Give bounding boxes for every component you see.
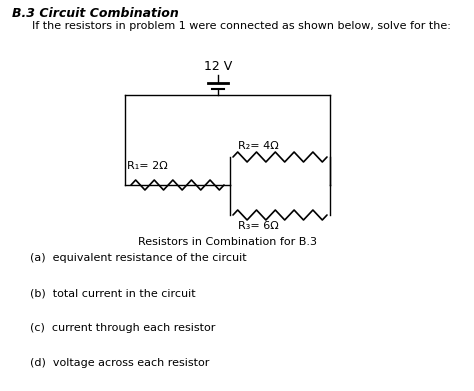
Text: B.3 Circuit Combination: B.3 Circuit Combination xyxy=(12,7,179,20)
Text: Resistors in Combination for B.3: Resistors in Combination for B.3 xyxy=(138,237,317,247)
Text: 12 V: 12 V xyxy=(204,60,232,73)
Text: R₂= 4Ω: R₂= 4Ω xyxy=(238,141,279,151)
Text: R₁= 2Ω: R₁= 2Ω xyxy=(127,161,168,171)
Text: (d)  voltage across each resistor: (d) voltage across each resistor xyxy=(30,358,210,368)
Text: If the resistors in problem 1 were connected as shown below, solve for the:: If the resistors in problem 1 were conne… xyxy=(32,21,451,31)
Text: (c)  current through each resistor: (c) current through each resistor xyxy=(30,323,215,333)
Text: (a)  equivalent resistance of the circuit: (a) equivalent resistance of the circuit xyxy=(30,253,246,263)
Text: R₃= 6Ω: R₃= 6Ω xyxy=(238,221,279,231)
Text: (b)  total current in the circuit: (b) total current in the circuit xyxy=(30,288,196,298)
